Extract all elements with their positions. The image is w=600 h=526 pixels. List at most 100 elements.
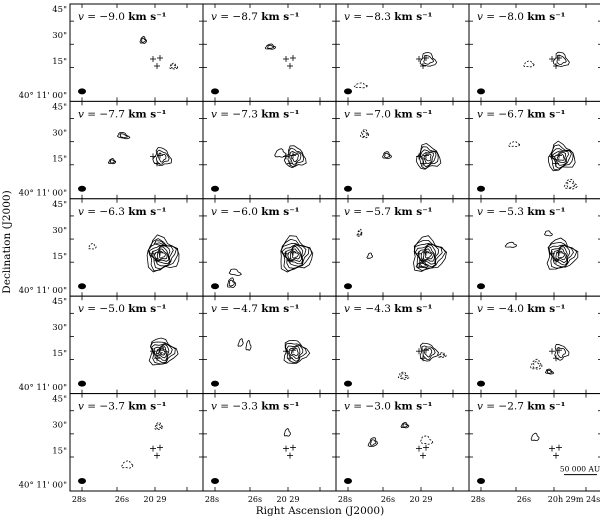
contour-line	[88, 242, 97, 250]
contour-line	[566, 181, 576, 188]
dec-tick-label: 40° 11' 00"	[19, 383, 67, 393]
velocity-label: v = −6.3 km s⁻¹	[78, 206, 166, 218]
contour-line	[283, 339, 311, 364]
velocity-label: v = −4.0 km s⁻¹	[477, 303, 565, 315]
velocity-label: v = −5.3 km s⁻¹	[477, 206, 565, 218]
contour-line	[287, 147, 305, 168]
contour-line	[423, 153, 432, 162]
contour-line	[280, 242, 310, 269]
dec-tick-label: 45"	[52, 297, 67, 307]
channel-panel: v = −8.7 km s⁻¹	[202, 3, 337, 102]
contour-line	[419, 52, 438, 67]
contour-line	[420, 149, 437, 168]
contour-line	[423, 55, 434, 65]
beam-ellipse	[78, 88, 86, 95]
contour-line	[290, 248, 301, 261]
beam-ellipse	[344, 88, 352, 95]
contour-line	[400, 373, 408, 379]
contour-line	[264, 43, 276, 50]
contour-line	[547, 241, 578, 269]
contour-line	[228, 279, 235, 287]
contour-line	[544, 368, 555, 375]
contour-line	[280, 238, 313, 272]
ra-tick-label: 20h 29m 24s	[548, 495, 600, 504]
contour-line	[170, 64, 177, 69]
contour-line	[121, 460, 134, 469]
contour-line	[267, 44, 275, 49]
contour-line	[116, 131, 131, 140]
ra-tick-label: 20 29	[410, 495, 433, 504]
beam-ellipse	[477, 185, 485, 192]
contour-line	[156, 248, 168, 261]
contour-line	[369, 439, 377, 446]
contour-line	[384, 152, 391, 158]
velocity-label: v = −7.7 km s⁻¹	[78, 108, 166, 120]
contour-line	[245, 339, 252, 351]
channel-panel: v = −6.0 km s⁻¹	[202, 198, 337, 297]
contour-line	[141, 37, 147, 43]
panel-frame	[202, 3, 337, 102]
contour-line	[290, 153, 299, 163]
channel-panel: v = −5.7 km s⁻¹	[335, 198, 470, 297]
contour-line	[153, 246, 170, 262]
channel-panel: v = −4.7 km s⁻¹	[202, 295, 337, 395]
dec-tick-label: 15"	[52, 252, 67, 262]
contour-line	[523, 60, 535, 68]
dec-tick-label: 45"	[52, 5, 67, 15]
contour-line	[421, 345, 436, 360]
ra-tick-label: 28s	[338, 495, 352, 504]
contour-line	[151, 343, 173, 364]
contour-line	[417, 244, 437, 265]
contour-line	[532, 361, 541, 369]
contour-line	[237, 338, 244, 347]
contour-line	[290, 347, 299, 357]
contour-line	[563, 178, 578, 190]
contour-line	[148, 337, 179, 366]
ra-tick-label: 26s	[248, 495, 262, 504]
panel-frame	[202, 198, 337, 297]
ra-tick-label: 28s	[205, 495, 219, 504]
contour-line	[422, 248, 434, 261]
velocity-label: v = −3.7 km s⁻¹	[78, 401, 166, 413]
contour-line	[360, 128, 370, 139]
panel-frame	[69, 3, 204, 102]
panel-frame	[202, 393, 337, 492]
dec-tick-label: 15"	[52, 154, 67, 164]
contour-line	[530, 358, 543, 370]
contour-line	[530, 432, 540, 442]
beam-ellipse	[344, 283, 352, 290]
x-axis-label: Right Ascension (J2000)	[255, 505, 385, 517]
dec-tick-label: 15"	[52, 349, 67, 359]
contour-line	[556, 54, 567, 66]
contour-line	[556, 347, 567, 359]
contour-line	[274, 148, 287, 158]
contour-line	[156, 345, 168, 359]
panel-frame	[468, 100, 600, 200]
contour-line	[149, 244, 174, 267]
contour-line	[169, 62, 179, 70]
ra-tick-label: 20 29	[277, 495, 300, 504]
beam-ellipse	[477, 283, 485, 290]
contour-line	[544, 230, 553, 237]
beam-ellipse	[477, 88, 485, 95]
contour-line	[286, 344, 304, 362]
ra-tick-label: 26s	[517, 495, 531, 504]
channel-panel: v = −4.0 km s⁻¹	[468, 295, 600, 395]
dec-tick-label: 40° 11' 00"	[19, 481, 67, 491]
contour-line	[281, 244, 307, 267]
contour-line	[418, 262, 428, 268]
contour-line	[547, 140, 576, 172]
contour-line	[158, 250, 166, 259]
contour-line	[415, 261, 429, 269]
contour-line	[366, 252, 374, 259]
contour-line	[119, 133, 128, 139]
contour-line	[228, 268, 242, 276]
beam-ellipse	[211, 283, 219, 290]
beam-ellipse	[344, 478, 352, 484]
panel-frame	[69, 393, 204, 492]
beam-ellipse	[211, 185, 219, 192]
contour-line	[152, 147, 173, 167]
contour-line	[554, 343, 570, 361]
contour-line	[397, 371, 410, 380]
